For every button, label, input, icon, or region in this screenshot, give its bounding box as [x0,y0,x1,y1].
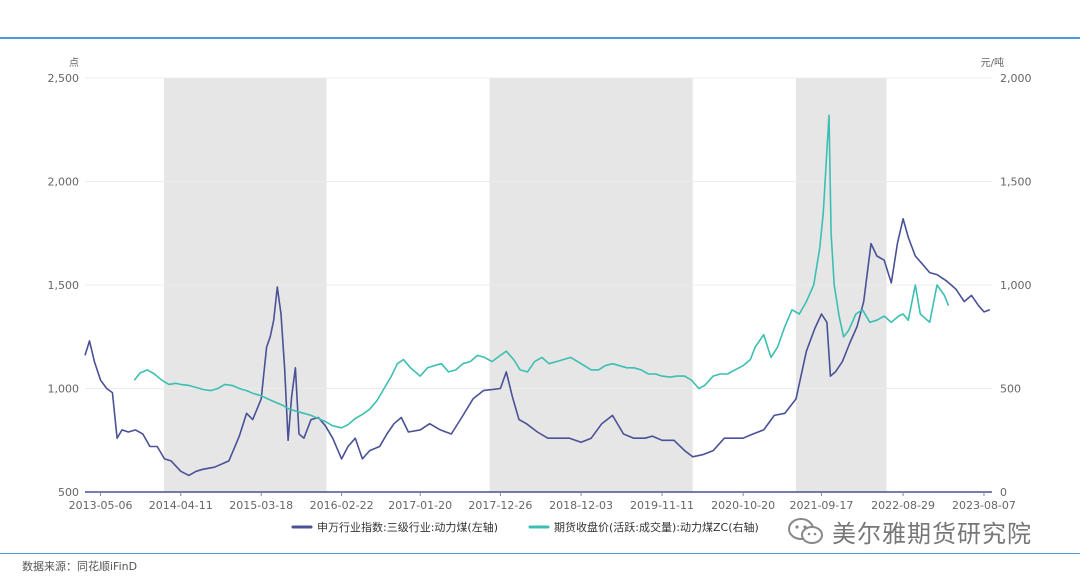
right-tick-label: 1,000 [1000,279,1032,292]
x-tick-label: 2014-04-11 [149,499,213,512]
x-tick-label: 2021-09-17 [789,499,853,512]
x-tick-label: 2016-02-22 [310,499,374,512]
x-tick-label: 2023-08-07 [952,499,1016,512]
right-tick-label: 500 [1000,383,1021,396]
right-tick-label: 1,500 [1000,176,1032,189]
x-tick-label: 2015-03-18 [229,499,293,512]
wechat-icon [788,518,823,544]
right-tick-label: 0 [1000,486,1007,499]
x-tick-label: 2019-11-11 [630,499,694,512]
series-line-index [84,218,991,477]
bottom-divider [0,553,1080,554]
watermark-text: 美尔雅期货研究院 [832,519,1032,548]
series-line-futures [133,114,950,429]
right-tick-label: 2,000 [1000,72,1032,85]
x-tick-label: 2020-10-20 [711,499,775,512]
x-tick-label: 2013-05-06 [69,499,133,512]
watermark: 美尔雅期货研究院 [786,514,1032,548]
left-tick-label: 500 [58,486,79,499]
dual-axis-line-chart: 500 1,000 1,500 2,000 2,500 0 500 1,000 1,500 2,0… [48,56,1032,534]
left-tick-label: 2,500 [48,72,80,85]
data-source: 数据来源：同花顺iFinD [22,560,138,573]
left-tick-label: 1,500 [48,279,80,292]
left-axis-unit: 点 [69,57,79,69]
left-tick-label: 1,000 [48,383,80,396]
left-tick-label: 2,000 [48,176,80,189]
right-axis-unit: 元/吨 [981,56,1004,69]
x-tick-label: 2017-01-20 [388,499,452,512]
x-tick-label: 2018-12-03 [549,499,613,512]
legend-label: 申万行业指数:三级行业:动力煤(左轴) [317,520,498,534]
x-tick-label: 2017-12-26 [468,499,532,512]
top-divider [0,37,1080,39]
legend-label: 期货收盘价(活跃:成交量):动力煤ZC(右轴) [554,520,759,534]
x-tick-label: 2022-08-29 [871,499,935,512]
